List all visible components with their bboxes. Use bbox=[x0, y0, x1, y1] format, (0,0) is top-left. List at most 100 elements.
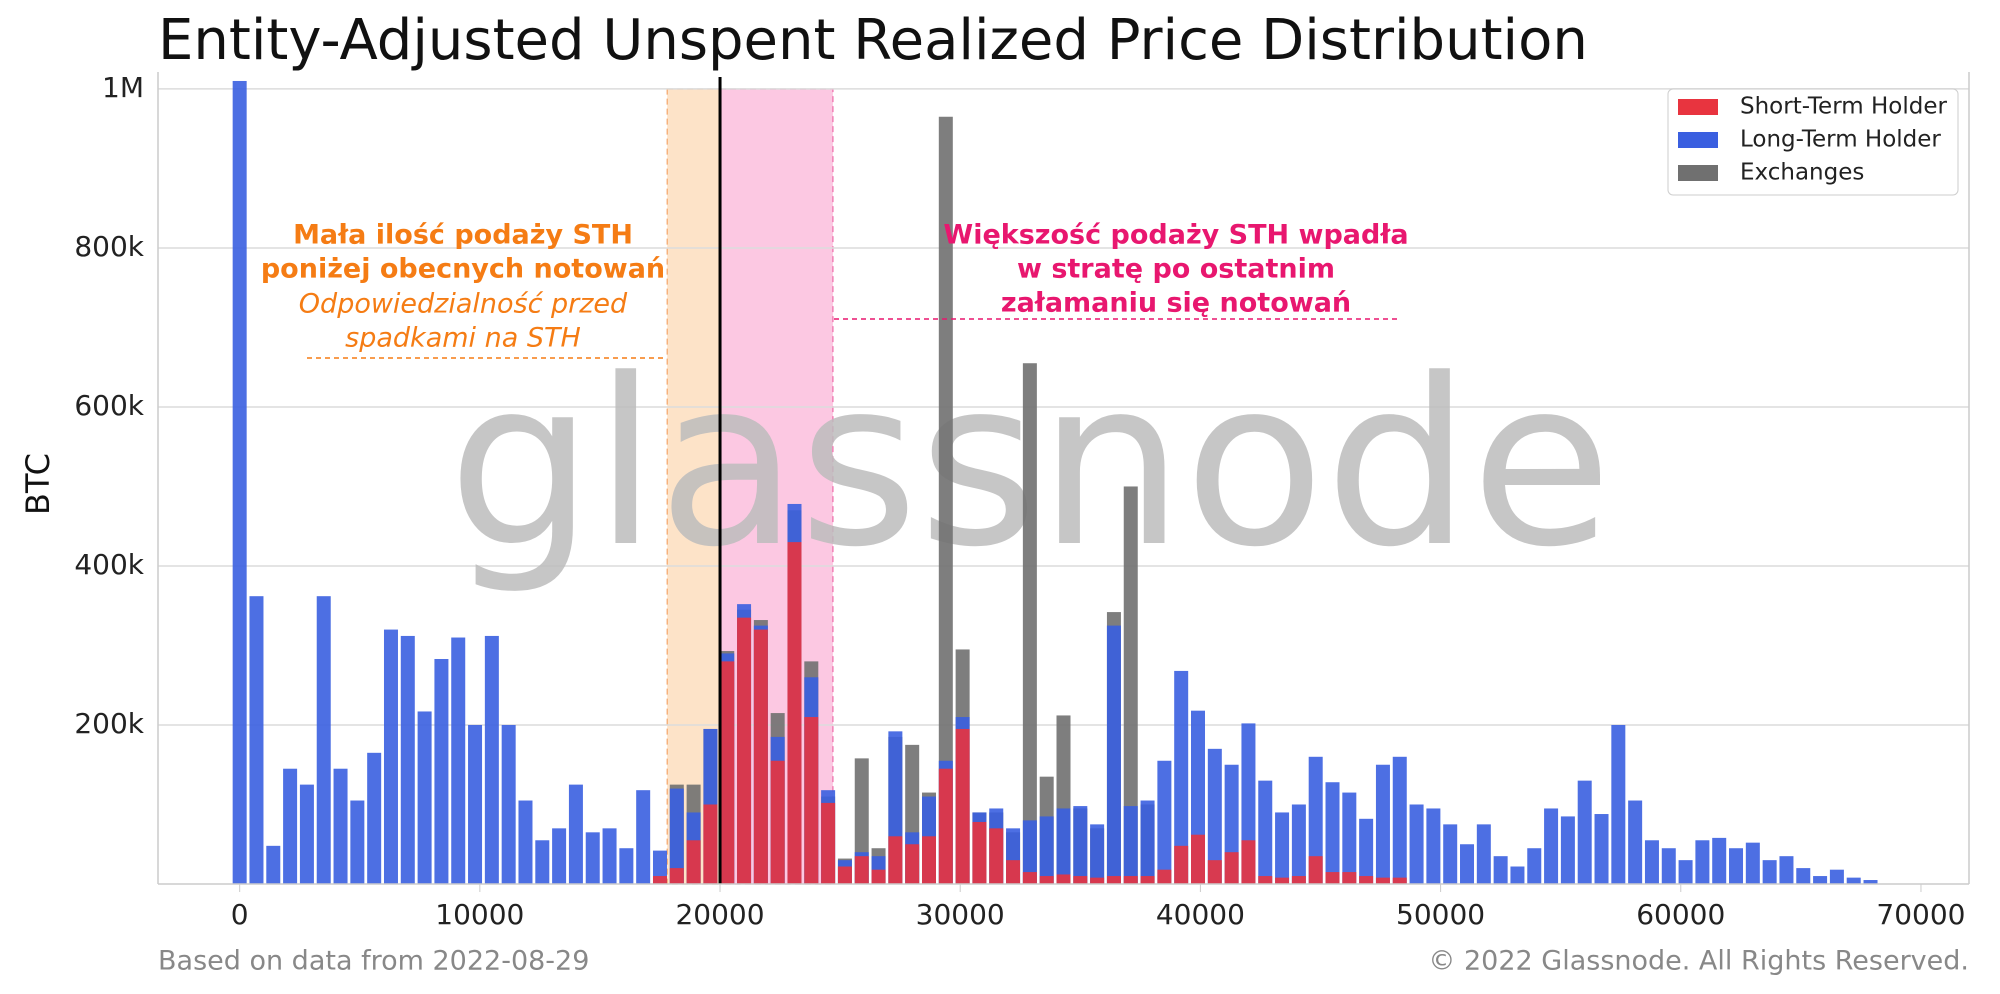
bar bbox=[283, 768, 298, 884]
bar bbox=[1544, 808, 1559, 884]
bar bbox=[1829, 869, 1844, 884]
bar bbox=[1106, 625, 1121, 884]
bar bbox=[1729, 848, 1744, 884]
bar bbox=[1577, 780, 1592, 884]
bar bbox=[636, 790, 651, 884]
bar bbox=[568, 784, 583, 884]
bar bbox=[921, 836, 936, 884]
annotation: spadkami na STH bbox=[345, 323, 581, 354]
bar bbox=[1022, 820, 1037, 884]
x-tick-label: 40000 bbox=[1156, 898, 1245, 931]
bar bbox=[1056, 874, 1071, 884]
bar bbox=[1022, 872, 1037, 884]
x-tick-label: 30000 bbox=[916, 898, 1005, 931]
bar bbox=[1123, 876, 1138, 884]
bar bbox=[1123, 806, 1138, 884]
bar bbox=[1476, 824, 1491, 884]
bar bbox=[753, 629, 768, 884]
bar bbox=[1275, 877, 1290, 884]
bar bbox=[468, 724, 483, 884]
legend-label: Short-Term Holder bbox=[1740, 94, 1947, 120]
bar bbox=[501, 724, 516, 884]
bar bbox=[1359, 818, 1374, 884]
bar bbox=[972, 821, 987, 884]
bar bbox=[1325, 782, 1340, 884]
bar bbox=[1258, 876, 1273, 884]
bar bbox=[837, 866, 852, 884]
annotation: poniżej obecnych notowań bbox=[261, 254, 665, 285]
footer-right: © 2022 Glassnode. All Rights Reserved. bbox=[1428, 946, 1969, 977]
bar bbox=[787, 542, 802, 884]
annotation: w stratę po ostatnim bbox=[1017, 254, 1335, 285]
bar bbox=[1611, 724, 1626, 884]
bar bbox=[938, 116, 953, 885]
bar bbox=[383, 629, 398, 884]
bar bbox=[1863, 880, 1878, 884]
bar bbox=[1291, 876, 1306, 884]
bar bbox=[1308, 756, 1323, 884]
bar bbox=[703, 804, 718, 884]
bar bbox=[1258, 780, 1273, 884]
x-tick-label: 10000 bbox=[435, 898, 524, 931]
bar bbox=[1392, 877, 1407, 884]
annotation: Większość podaży STH wpadła bbox=[943, 220, 1408, 251]
legend-label: Exchanges bbox=[1740, 160, 1864, 186]
x-tick-label: 70000 bbox=[1876, 898, 1965, 931]
bar bbox=[1140, 876, 1155, 884]
annotation: załamaniu się notowań bbox=[1001, 288, 1351, 319]
bar bbox=[1342, 792, 1357, 884]
legend-swatch bbox=[1678, 132, 1718, 148]
bar bbox=[905, 844, 920, 884]
bar bbox=[535, 840, 550, 884]
bar bbox=[1056, 808, 1071, 884]
bar bbox=[1039, 876, 1054, 884]
bar bbox=[484, 635, 499, 884]
bar bbox=[518, 800, 533, 884]
bar bbox=[619, 848, 634, 884]
bar bbox=[1090, 824, 1105, 884]
bar bbox=[1375, 877, 1390, 884]
bar bbox=[1157, 869, 1172, 884]
bar bbox=[1560, 816, 1575, 884]
bar bbox=[989, 828, 1004, 884]
bar bbox=[350, 800, 365, 884]
bar bbox=[451, 637, 466, 884]
bar bbox=[232, 80, 247, 885]
bar bbox=[652, 850, 667, 884]
bar bbox=[1039, 816, 1054, 884]
bar bbox=[720, 661, 735, 884]
bar bbox=[1073, 806, 1088, 884]
bar bbox=[367, 752, 382, 884]
bar bbox=[1191, 834, 1206, 884]
bar bbox=[1140, 800, 1155, 884]
bar bbox=[1762, 860, 1777, 884]
bar bbox=[1493, 856, 1508, 884]
x-tick-label: 20000 bbox=[675, 898, 764, 931]
bar bbox=[1123, 486, 1138, 884]
footer-left: Based on data from 2022-08-29 bbox=[158, 946, 589, 977]
bar bbox=[1426, 808, 1441, 884]
bar bbox=[686, 840, 701, 884]
bar bbox=[652, 876, 667, 884]
bar bbox=[770, 760, 785, 884]
bar bbox=[333, 768, 348, 884]
bar bbox=[1106, 876, 1121, 884]
bar bbox=[804, 717, 819, 884]
bar bbox=[316, 596, 331, 884]
bar bbox=[1073, 876, 1088, 884]
bar bbox=[1678, 860, 1693, 884]
bar bbox=[1628, 800, 1643, 884]
bar bbox=[888, 836, 903, 884]
x-tick-label: 0 bbox=[231, 898, 249, 931]
x-tick-label: 60000 bbox=[1636, 898, 1725, 931]
bar bbox=[1796, 868, 1811, 884]
bar bbox=[1392, 756, 1407, 884]
legend-label: Long-Term Holder bbox=[1740, 127, 1941, 153]
bar bbox=[1275, 812, 1290, 884]
y-tick-label: 400k bbox=[74, 548, 144, 581]
y-tick-label: 200k bbox=[74, 707, 144, 740]
bar bbox=[1375, 764, 1390, 884]
bar bbox=[1813, 876, 1828, 884]
bar bbox=[1510, 866, 1525, 884]
y-tick-label: 1M bbox=[102, 71, 144, 104]
